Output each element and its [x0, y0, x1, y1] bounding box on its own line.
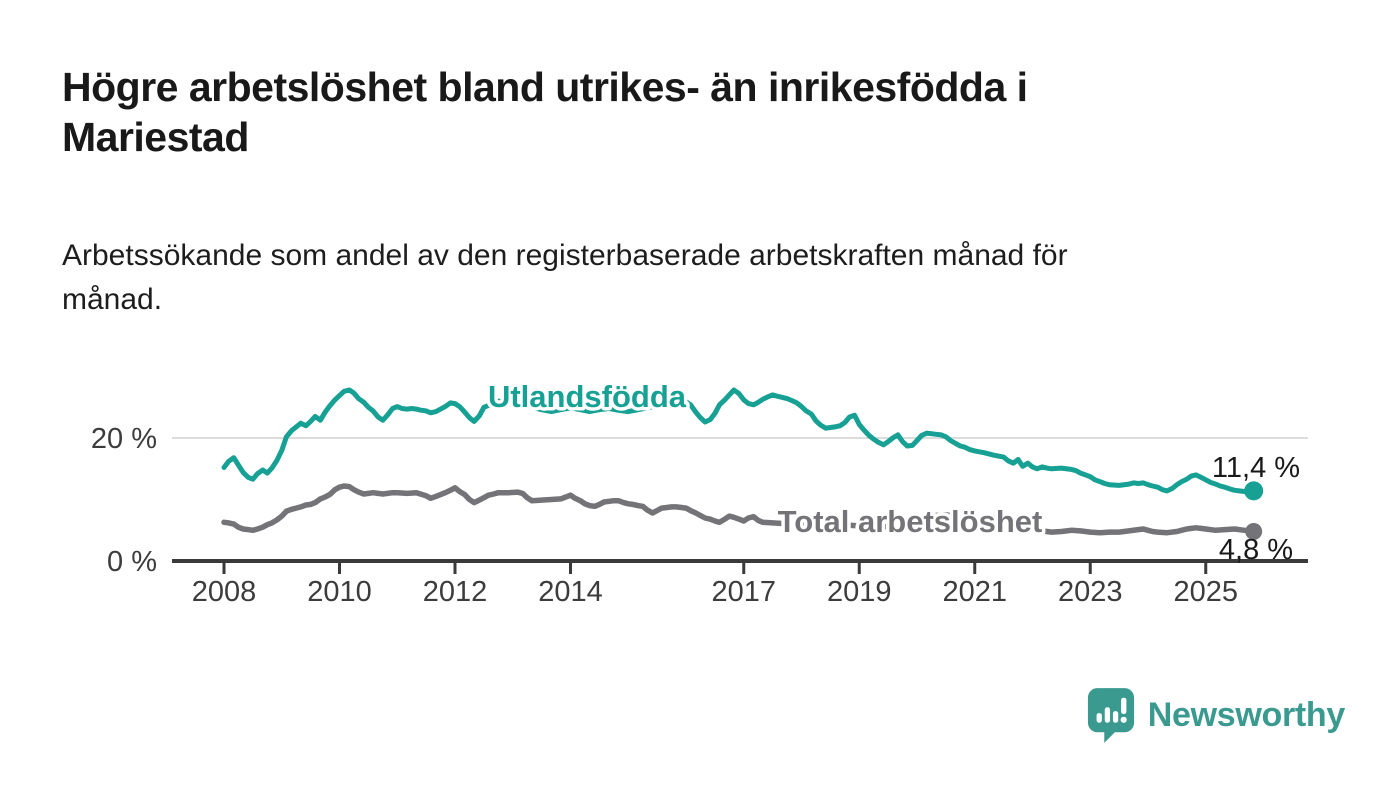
series-endpoint-utlandsfodda: [1244, 481, 1264, 501]
x-axis-tick-label: 2019: [827, 576, 892, 608]
speech-bubble-shape: [1087, 688, 1134, 743]
line-chart: 0 % 20 % 2008 2010 2012 2014 2017 2019 2021 2023 2…: [91, 376, 1308, 608]
page-title: Högre arbetslöshet bland utrikes- än inr…: [62, 62, 1362, 162]
series-line-total: [221, 483, 1257, 536]
x-axis-tick-label: 2023: [1058, 576, 1123, 608]
bar-chart-glyph: [1096, 697, 1127, 723]
series-label-utlandsfodda: Utlandsfödda: [488, 379, 687, 414]
x-axis-tick-label: 2008: [192, 576, 257, 608]
x-axis-tick-label: 2021: [942, 576, 1007, 608]
x-axis-tick-label: 2012: [423, 576, 488, 608]
series-line-utlandsfodda: [221, 387, 1257, 495]
chart-subtitle: Arbetssökande som andel av den registerb…: [62, 234, 1362, 322]
x-axis-tick-label: 2025: [1173, 576, 1238, 608]
x-axis-tick-label: 2010: [307, 576, 372, 608]
series-endpoint-total: [1245, 522, 1263, 540]
x-axis-tick-label: 2014: [538, 576, 603, 608]
chart-subtitle-line1: Arbetssökande som andel av den registerb…: [62, 239, 1068, 272]
newsworthy-logo-icon: [1087, 688, 1134, 743]
chart-subtitle-line2: månad.: [62, 283, 163, 316]
page-title-line2: Mariestad: [62, 114, 249, 160]
y-axis-label: 20 %: [91, 423, 157, 455]
end-value-label-total: 4,8 %: [1219, 534, 1293, 566]
newsworthy-logo: Newsworthy: [1086, 686, 1345, 744]
series-label-total: Total arbetslöshet: [778, 504, 1043, 539]
x-axis-tick-label: 2017: [711, 576, 776, 608]
y-axis-label: 0 %: [107, 546, 157, 578]
newsworthy-logo-text: Newsworthy: [1147, 695, 1346, 734]
page-title-line1: Högre arbetslöshet bland utrikes- än inr…: [62, 64, 1028, 110]
end-value-label-utlandsfodda: 11,4 %: [1212, 452, 1300, 484]
